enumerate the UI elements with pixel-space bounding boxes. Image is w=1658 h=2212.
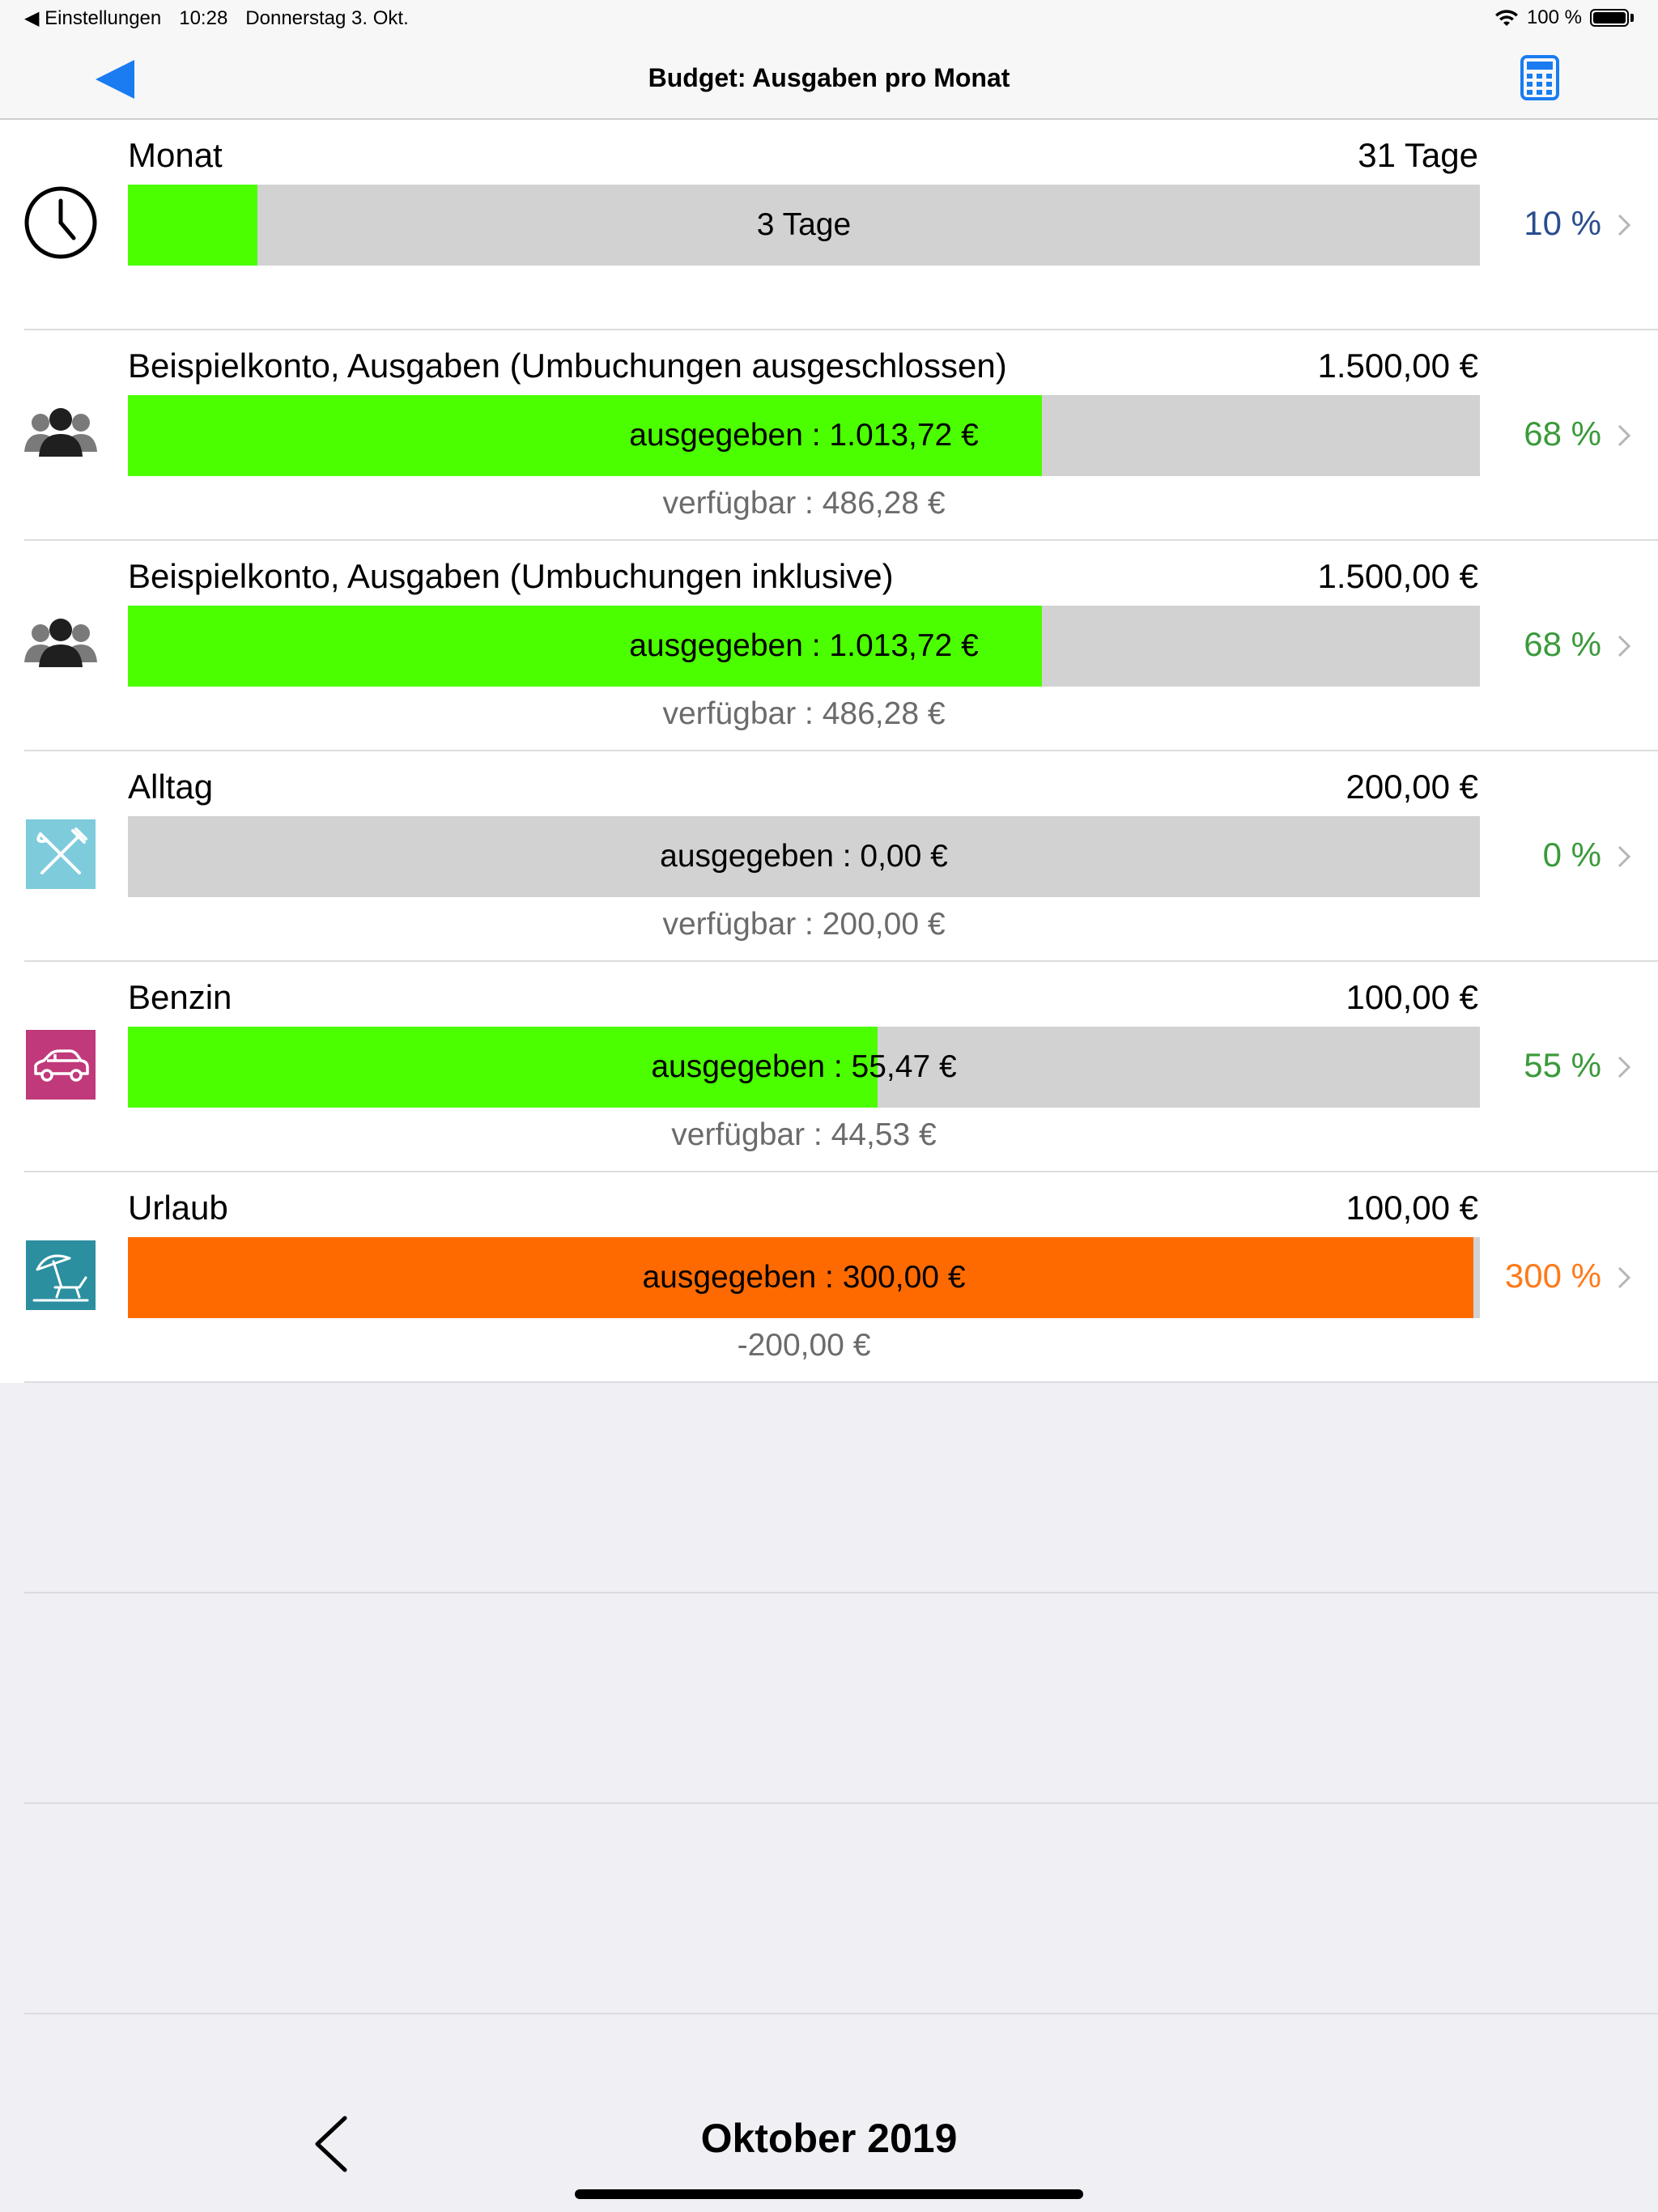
progress-fill (128, 606, 1042, 687)
empty-row-separator (24, 2013, 1658, 2014)
back-arrow-icon[interactable] (91, 55, 139, 104)
row-percent: 68 % (1524, 415, 1601, 453)
progress-bar: 3 Tage (128, 185, 1480, 266)
battery-icon (1590, 9, 1629, 27)
progress-fill (128, 1027, 878, 1108)
budget-row-month[interactable]: Monat 31 Tage 3 Tage 10 % (0, 120, 1658, 330)
budget-row-account-excl-transfers[interactable]: Beispielkonto, Ausgaben (Umbuchungen aus… (0, 330, 1658, 541)
wifi-icon (1494, 10, 1518, 26)
row-total: 100,00 € (1346, 1189, 1479, 1227)
calculator-icon[interactable] (1517, 55, 1562, 100)
progress-label: ausgegeben : 300,00 € (642, 1260, 966, 1295)
progress-fill (128, 395, 1042, 476)
row-title: Urlaub (128, 1189, 228, 1227)
status-date: Donnerstag 3. Okt. (245, 6, 409, 29)
row-total: 31 Tage (1358, 136, 1478, 174)
navigation-bar: Budget: Ausgaben pro Monat (0, 39, 1658, 120)
row-percent: 10 % (1524, 204, 1601, 242)
page-title: Budget: Ausgaben pro Monat (648, 63, 1010, 92)
back-to-app-link[interactable]: ◀ Einstellungen (24, 7, 162, 29)
row-title: Monat (128, 136, 223, 174)
row-separator (24, 539, 1658, 541)
status-time: 10:28 (179, 6, 228, 29)
row-title: Alltag (128, 768, 214, 806)
progress-bar: ausgegeben : 1.013,72 € (128, 395, 1480, 476)
beach-umbrella-icon (26, 1240, 96, 1310)
row-subtext: verfügbar : 44,53 € (671, 1117, 937, 1152)
row-title: Beispielkonto, Ausgaben (Umbuchungen ink… (128, 557, 894, 595)
progress-label: ausgegeben : 1.013,72 € (629, 418, 979, 453)
row-percent: 0 % (1542, 836, 1601, 874)
row-subtext: -200,00 € (737, 1328, 871, 1363)
people-icon (24, 619, 97, 667)
chevron-right-icon (1618, 845, 1631, 868)
chevron-right-icon (1618, 1266, 1631, 1289)
progress-bar: ausgegeben : 1.013,72 € (128, 606, 1480, 687)
row-total: 200,00 € (1346, 768, 1479, 806)
row-title: Beispielkonto, Ausgaben (Umbuchungen aus… (128, 347, 1007, 385)
chevron-left-icon[interactable] (308, 2112, 356, 2176)
car-icon (26, 1030, 96, 1100)
empty-row-separator (24, 1802, 1658, 1804)
row-subtext: verfügbar : 486,28 € (662, 486, 946, 521)
row-separator (24, 1381, 1658, 1383)
battery-percent: 100 % (1526, 6, 1582, 28)
chevron-right-icon (1618, 1056, 1631, 1078)
row-total: 100,00 € (1346, 978, 1479, 1016)
row-subtext: verfügbar : 200,00 € (662, 907, 946, 942)
chevron-right-icon (1618, 424, 1631, 447)
progress-bar: ausgegeben : 0,00 € (128, 816, 1480, 897)
row-separator (24, 1171, 1658, 1172)
row-percent: 300 % (1504, 1257, 1601, 1295)
progress-fill (128, 1237, 1473, 1318)
chevron-right-icon (1618, 635, 1631, 657)
budget-row-urlaub[interactable]: Urlaub 100,00 € ausgegeben : 300,00 € -2… (0, 1172, 1658, 1383)
row-separator (24, 329, 1658, 330)
progress-bar: ausgegeben : 55,47 € (128, 1027, 1480, 1108)
chevron-right-icon (1618, 214, 1631, 236)
clock-icon (24, 186, 97, 259)
people-icon (24, 408, 97, 457)
row-total: 1.500,00 € (1317, 557, 1478, 595)
status-bar-left: ◀ Einstellungen 10:28 Donnerstag 3. Okt. (24, 6, 409, 30)
month-label: Oktober 2019 (700, 2116, 958, 2161)
status-bar-right: 100 % (1494, 6, 1634, 29)
budget-row-benzin[interactable]: Benzin 100,00 € ausgegeben : 55,47 € ver… (0, 962, 1658, 1172)
row-subtext: verfügbar : 486,28 € (662, 696, 946, 731)
progress-label: ausgegeben : 55,47 € (651, 1049, 957, 1084)
home-indicator (575, 2189, 1083, 2199)
budget-list: Monat 31 Tage 3 Tage 10 % Beispielkonto,… (0, 120, 1658, 1383)
row-total: 1.500,00 € (1317, 347, 1478, 385)
row-title: Benzin (128, 978, 232, 1016)
progress-label: ausgegeben : 0,00 € (660, 839, 948, 874)
progress-bar: ausgegeben : 300,00 € (128, 1237, 1480, 1318)
budget-row-account-incl-transfers[interactable]: Beispielkonto, Ausgaben (Umbuchungen ink… (0, 541, 1658, 751)
status-bar: ◀ Einstellungen 10:28 Donnerstag 3. Okt.… (0, 0, 1658, 39)
row-percent: 68 % (1524, 625, 1601, 663)
fork-knife-icon (26, 819, 96, 889)
budget-row-alltag[interactable]: Alltag 200,00 € ausgegeben : 0,00 € verf… (0, 751, 1658, 962)
progress-fill (128, 185, 258, 266)
row-separator (24, 960, 1658, 962)
progress-label: ausgegeben : 1.013,72 € (629, 628, 979, 663)
battery-tip (1630, 14, 1634, 22)
row-separator (24, 750, 1658, 751)
progress-label: 3 Tage (756, 207, 852, 242)
row-percent: 55 % (1524, 1046, 1601, 1084)
empty-row-separator (24, 1592, 1658, 1593)
